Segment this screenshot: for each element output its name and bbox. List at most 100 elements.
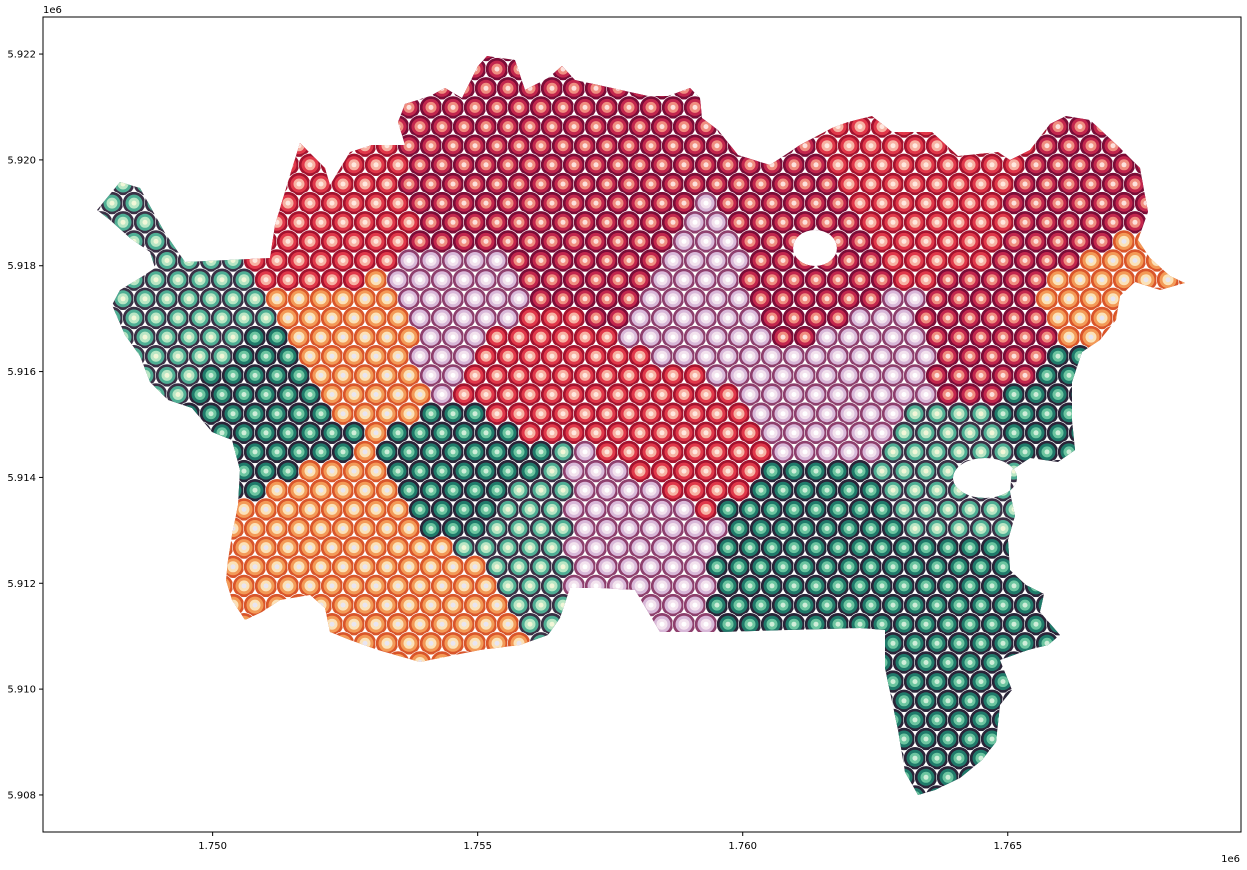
ring <box>417 392 423 397</box>
ring <box>637 277 643 283</box>
ring <box>560 296 566 302</box>
ring <box>934 334 940 340</box>
ring <box>516 143 522 149</box>
ring <box>725 238 731 244</box>
ring <box>318 334 324 340</box>
ring <box>296 258 302 263</box>
ring <box>417 315 423 321</box>
ring <box>494 372 500 378</box>
ring-marker <box>408 114 432 139</box>
ring <box>505 277 511 283</box>
ring <box>483 277 489 283</box>
ring <box>835 238 841 244</box>
ring <box>1022 219 1028 225</box>
ring <box>307 162 313 168</box>
ring <box>1033 392 1039 397</box>
ring <box>692 372 698 378</box>
ring <box>637 392 643 397</box>
ring <box>945 238 951 244</box>
ring <box>879 277 885 283</box>
ring <box>736 258 742 263</box>
ring <box>989 353 995 359</box>
ring <box>197 392 203 397</box>
ring <box>296 372 302 378</box>
ring <box>945 162 951 168</box>
ring <box>626 143 632 149</box>
ring <box>747 353 753 359</box>
ring <box>725 353 731 359</box>
ring <box>604 219 610 225</box>
ring <box>1055 353 1061 359</box>
ring <box>615 162 621 168</box>
ring <box>802 219 808 225</box>
ring-marker <box>639 133 663 158</box>
ring <box>604 104 610 110</box>
ring <box>186 296 192 302</box>
ring <box>725 162 731 168</box>
ring <box>340 181 346 187</box>
ring <box>1022 181 1028 187</box>
ring <box>153 277 159 283</box>
ring <box>736 181 742 187</box>
ring <box>835 277 841 283</box>
ring <box>395 392 401 397</box>
ring <box>1099 200 1105 206</box>
ring <box>417 277 423 283</box>
ring <box>978 219 984 225</box>
ring <box>175 277 181 283</box>
ring <box>714 143 720 149</box>
ring <box>593 162 599 168</box>
ring <box>252 411 258 417</box>
ring <box>450 181 456 187</box>
ring <box>560 411 566 417</box>
ring <box>285 277 291 283</box>
ring <box>615 277 621 283</box>
ring <box>879 200 885 206</box>
ring <box>582 219 588 225</box>
ring <box>1121 277 1127 283</box>
ring <box>890 296 896 302</box>
ring <box>318 372 324 378</box>
ring <box>1077 315 1083 321</box>
ring <box>450 143 456 149</box>
ring <box>527 124 533 130</box>
ring <box>1011 238 1017 244</box>
ring <box>934 372 940 378</box>
ring <box>362 258 368 263</box>
ring <box>1099 315 1105 321</box>
ring <box>670 143 676 149</box>
ring <box>604 181 610 187</box>
ring <box>329 238 335 244</box>
ring <box>615 353 621 359</box>
ring <box>1033 200 1039 206</box>
ring <box>1055 315 1061 321</box>
ring-marker <box>683 133 707 158</box>
ring <box>670 219 676 225</box>
ring-marker <box>529 95 553 120</box>
ring-marker <box>518 114 542 139</box>
ring <box>1022 258 1028 263</box>
ring <box>703 277 709 283</box>
ring <box>637 162 643 168</box>
ring <box>384 411 390 417</box>
ring <box>395 238 401 244</box>
ring <box>351 392 357 397</box>
ring <box>417 124 423 130</box>
ring-marker <box>551 95 575 120</box>
ring <box>912 143 918 149</box>
ring <box>120 296 126 302</box>
ring <box>1132 258 1138 263</box>
ring <box>329 277 335 283</box>
ring <box>329 200 335 206</box>
ring <box>846 334 852 340</box>
ring <box>461 200 467 206</box>
ring <box>890 181 896 187</box>
ring <box>615 392 621 397</box>
ring <box>527 353 533 359</box>
ring <box>813 392 819 397</box>
ring <box>153 315 159 321</box>
ring <box>571 85 577 91</box>
ring <box>527 392 533 397</box>
ring <box>340 411 346 417</box>
ring-marker <box>903 133 927 158</box>
